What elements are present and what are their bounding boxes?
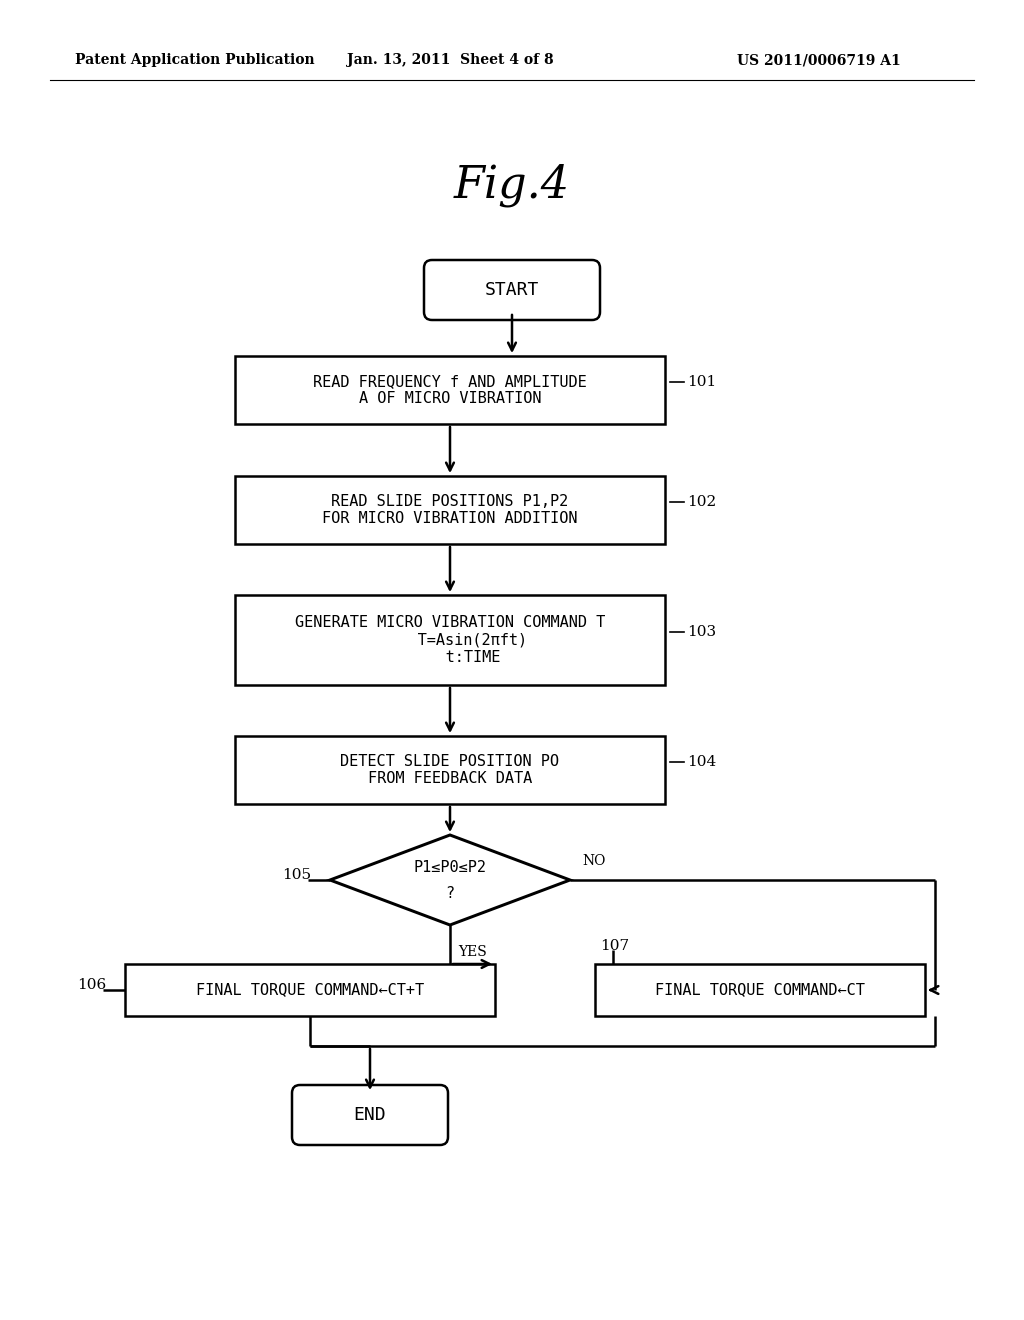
Text: US 2011/0006719 A1: US 2011/0006719 A1 — [737, 53, 901, 67]
Text: 107: 107 — [600, 939, 629, 953]
Text: Patent Application Publication: Patent Application Publication — [75, 53, 314, 67]
Text: FINAL TORQUE COMMAND←CT: FINAL TORQUE COMMAND←CT — [655, 982, 865, 998]
Text: 106: 106 — [77, 978, 106, 993]
Bar — [234, 595, 665, 685]
Text: GENERATE MICRO VIBRATION COMMAND T
     T=Asin(2πft)
     t:TIME: GENERATE MICRO VIBRATION COMMAND T T=Asi… — [295, 615, 605, 665]
Text: YES: YES — [458, 945, 486, 960]
Text: Fig.4: Fig.4 — [454, 164, 570, 207]
Bar — [595, 964, 925, 1016]
Text: 102: 102 — [687, 495, 716, 510]
Text: READ FREQUENCY f AND AMPLITUDE
A OF MICRO VIBRATION: READ FREQUENCY f AND AMPLITUDE A OF MICR… — [313, 374, 587, 407]
Bar — [234, 356, 665, 424]
Text: P1≤P0≤P2: P1≤P0≤P2 — [414, 861, 486, 875]
Text: 105: 105 — [282, 869, 311, 882]
Text: NO: NO — [582, 854, 605, 869]
Text: START: START — [484, 281, 540, 300]
Text: READ SLIDE POSITIONS P1,P2
FOR MICRO VIBRATION ADDITION: READ SLIDE POSITIONS P1,P2 FOR MICRO VIB… — [323, 494, 578, 527]
Text: 101: 101 — [687, 375, 716, 389]
Bar — [125, 964, 495, 1016]
Text: ?: ? — [445, 887, 455, 902]
Text: FINAL TORQUE COMMAND←CT+T: FINAL TORQUE COMMAND←CT+T — [196, 982, 424, 998]
Text: END: END — [353, 1106, 386, 1125]
Text: 104: 104 — [687, 755, 716, 770]
Bar — [234, 477, 665, 544]
Text: 103: 103 — [687, 624, 716, 639]
FancyBboxPatch shape — [292, 1085, 449, 1144]
Polygon shape — [330, 836, 570, 925]
Text: DETECT SLIDE POSITION PO
FROM FEEDBACK DATA: DETECT SLIDE POSITION PO FROM FEEDBACK D… — [341, 754, 559, 787]
FancyBboxPatch shape — [424, 260, 600, 319]
Text: Jan. 13, 2011  Sheet 4 of 8: Jan. 13, 2011 Sheet 4 of 8 — [347, 53, 554, 67]
Bar — [234, 737, 665, 804]
